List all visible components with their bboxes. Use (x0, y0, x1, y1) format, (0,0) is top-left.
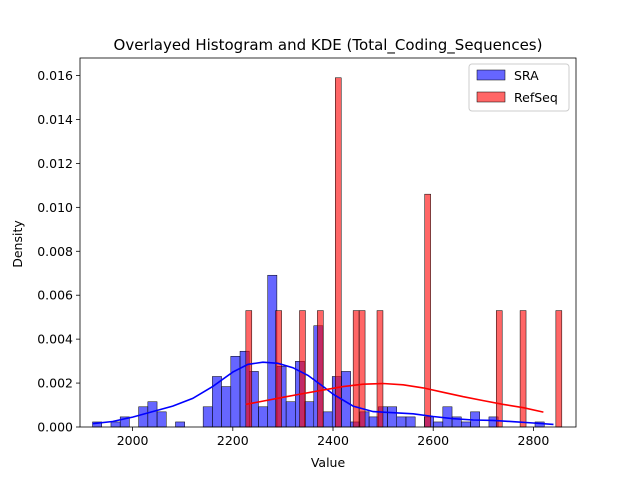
y-tick-label: 0.004 (37, 332, 73, 347)
bar-sra (258, 406, 268, 428)
y-axis-label: Density (10, 220, 25, 268)
bar-refseq (352, 310, 360, 428)
y-tick-label: 0.016 (37, 68, 73, 83)
y-tick-label: 0.010 (37, 200, 73, 215)
bar-sra (221, 386, 232, 428)
bar-sra (322, 411, 333, 428)
bar-refseq (519, 310, 527, 428)
kde-line-refseq (245, 382, 544, 413)
bar-sra (442, 406, 453, 428)
bar-sra (387, 406, 397, 428)
bar-sra (202, 406, 213, 428)
y-tick-label: 0.000 (37, 420, 73, 435)
bar-sra (461, 421, 471, 428)
y-tick-label: 0.012 (37, 156, 73, 171)
bar-sra (285, 401, 296, 428)
chart-title: Overlayed Histogram and KDE (Total_Codin… (114, 36, 543, 55)
bar-refseq (376, 310, 384, 428)
legend-swatch-sra (476, 69, 506, 81)
bar-refseq (299, 310, 306, 428)
legend-label-sra: SRA (514, 68, 539, 83)
bar-sra (405, 416, 416, 428)
bar-sra (156, 411, 167, 428)
y-tick-label: 0.008 (37, 244, 73, 259)
bar-refseq (335, 77, 342, 428)
legend-label-refseq: RefSeq (514, 90, 558, 105)
bar-sra (304, 401, 315, 428)
bar-sra (138, 406, 149, 428)
y-tick-label: 0.006 (37, 288, 73, 303)
kde-line-sra (92, 361, 554, 426)
x-tick-label: 2800 (518, 433, 550, 448)
y-tick-label: 0.014 (37, 112, 73, 127)
bar-sra (433, 421, 444, 428)
bar-refseq (275, 310, 282, 428)
bar-refseq (317, 310, 324, 428)
x-axis-label: Value (311, 455, 346, 470)
legend-swatch-refseq (476, 91, 506, 103)
bar-refseq (555, 310, 563, 428)
bar-sra (110, 421, 121, 428)
x-tick-label: 2000 (117, 433, 149, 448)
y-tick-label: 0.002 (37, 376, 73, 391)
axes-frame (79, 57, 577, 428)
legend: SRA RefSeq (468, 63, 570, 112)
plot-area: 2000 2200 2400 2600 2800 0.000 0.002 0.004 0.006… (37, 57, 577, 448)
bar-sra (175, 421, 185, 428)
bar-refseq (245, 310, 253, 428)
x-tick-label: 2200 (217, 433, 249, 448)
bar-sra (230, 356, 241, 428)
bar-sra (147, 401, 158, 428)
bar-sra (396, 416, 407, 428)
bar-refseq (424, 193, 431, 428)
x-tick-label: 2600 (417, 433, 449, 448)
x-tick-label: 2400 (317, 433, 349, 448)
bar-refseq (495, 310, 503, 428)
